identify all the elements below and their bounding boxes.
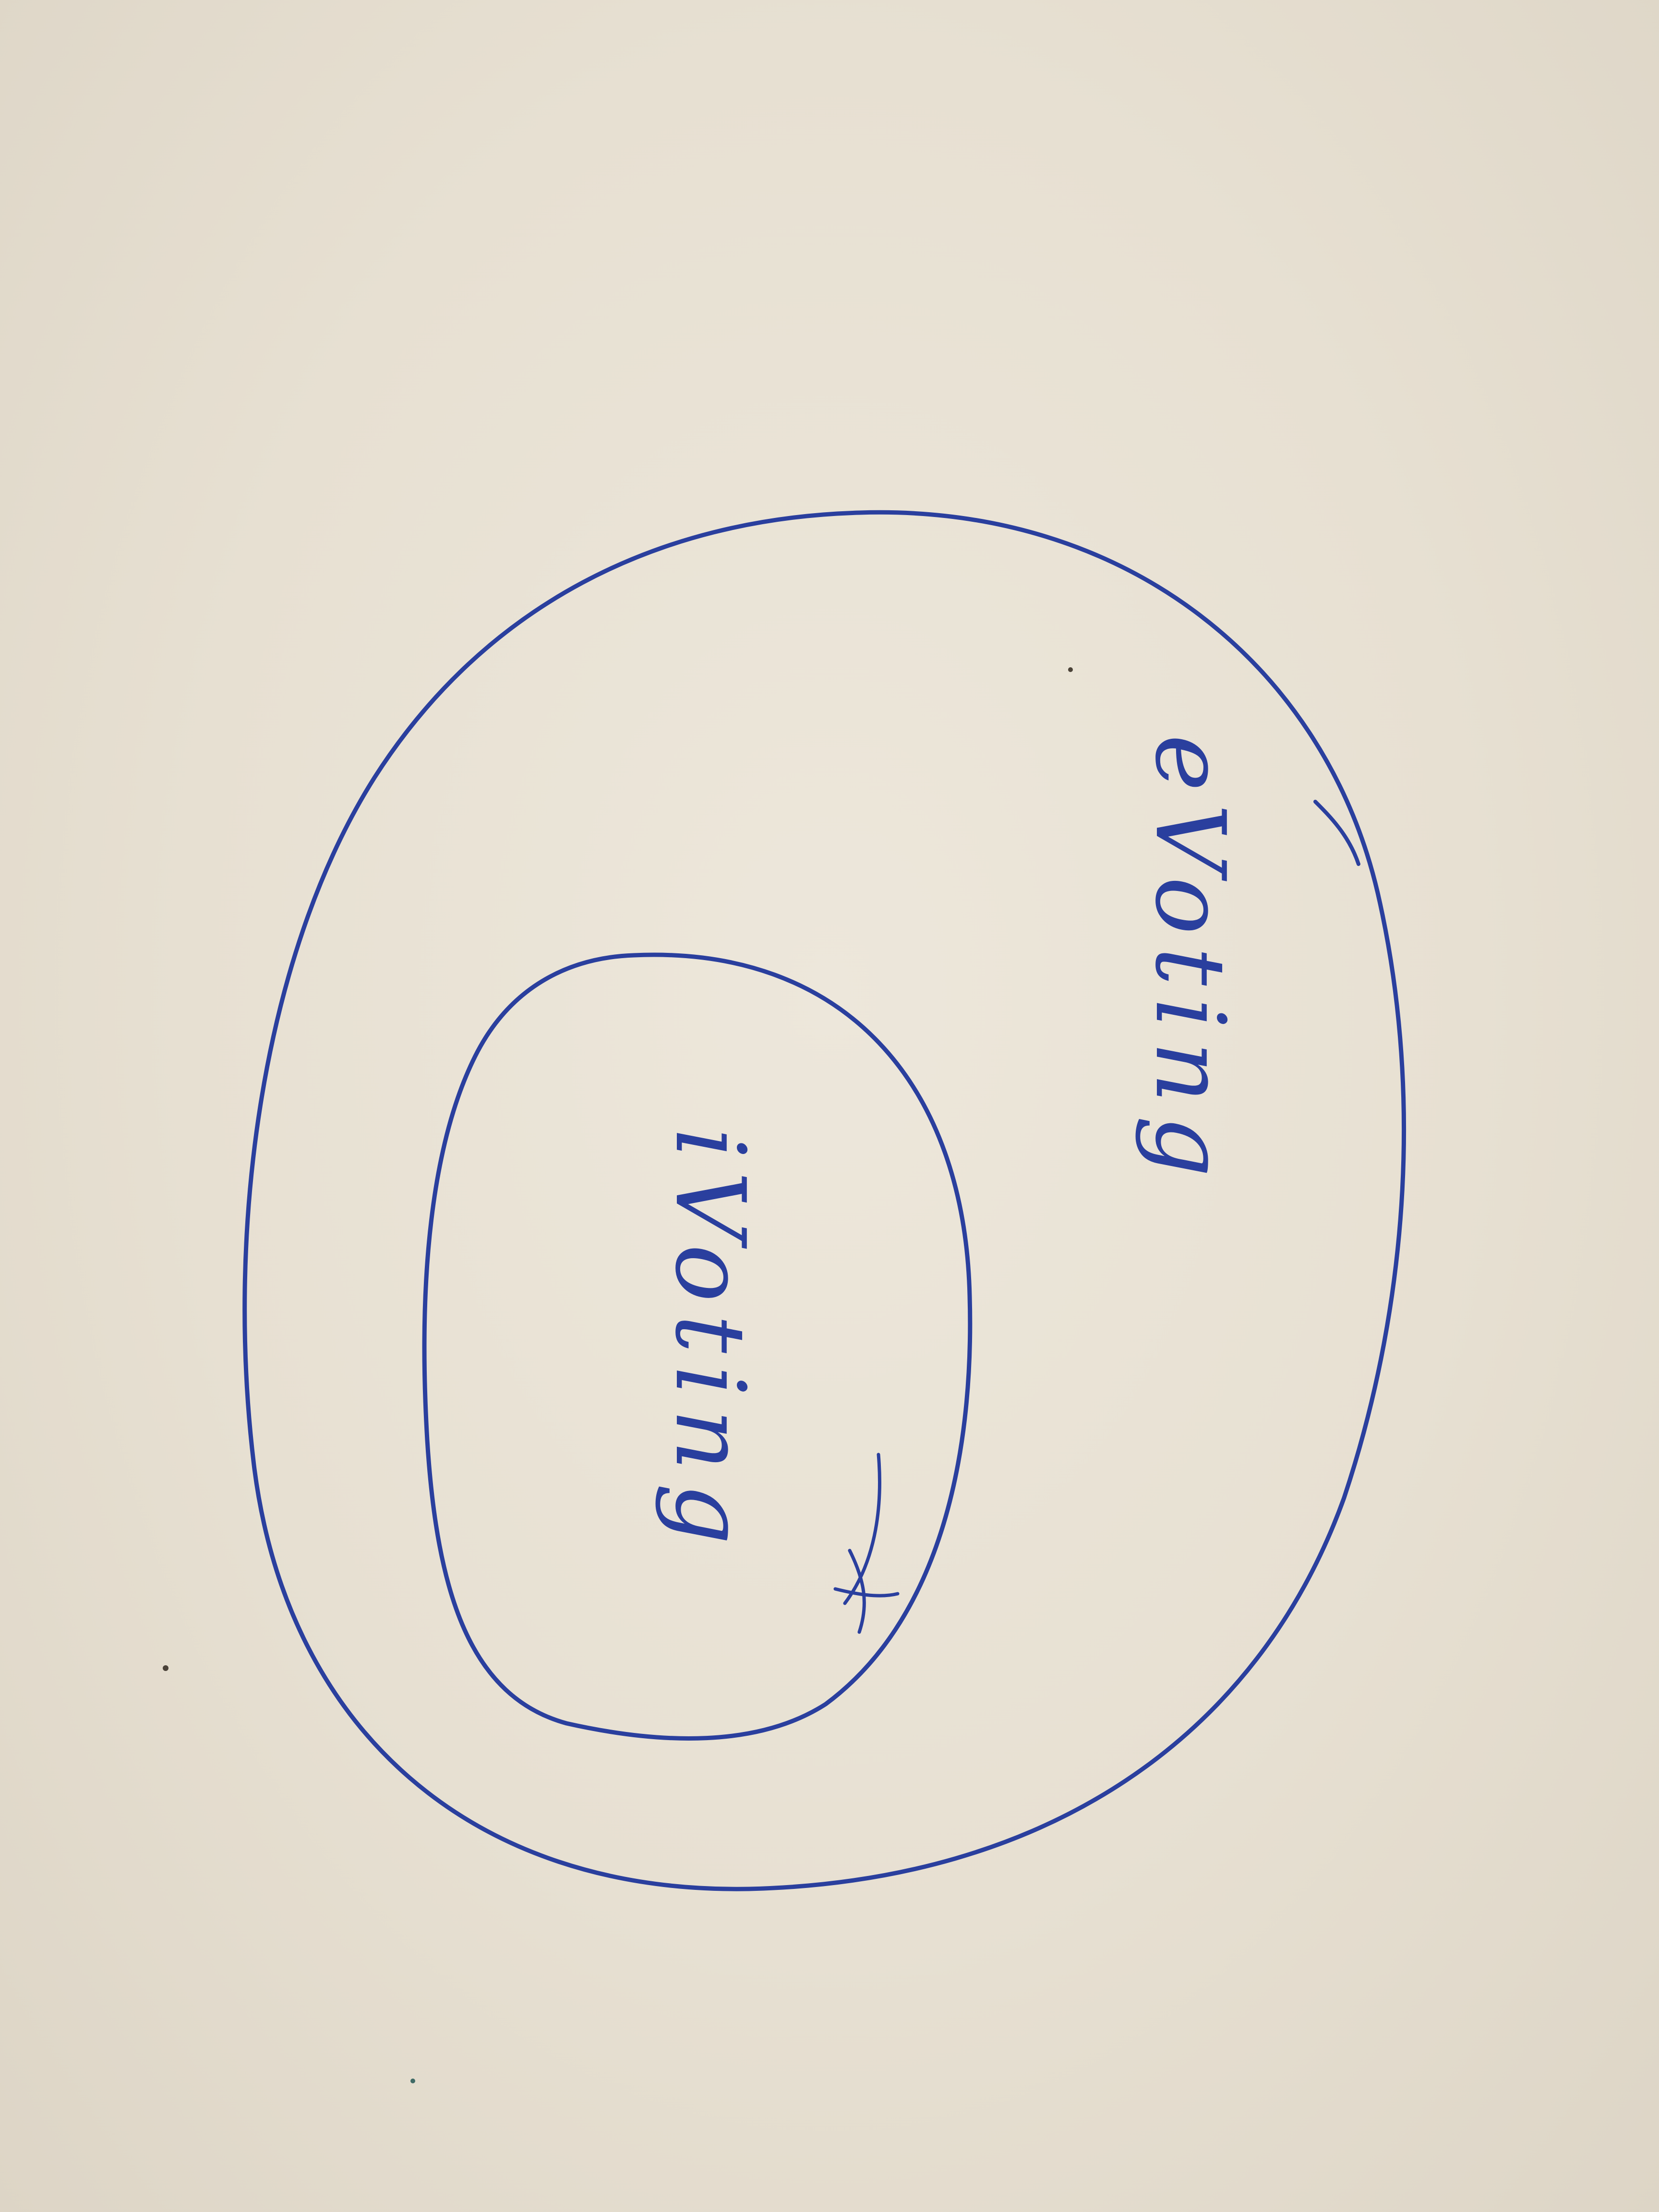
outer-label-group: eVoting [1134,734,1246,1190]
inner-oval-stroke-end [833,1453,900,1634]
outer-oval [242,510,1407,1891]
inner-label: iVoting [654,1128,766,1557]
paper-speck [163,1665,168,1671]
inner-oval [422,952,973,1741]
paper-speck [410,2079,415,2083]
outer-label: eVoting [1134,734,1246,1190]
paper-speck [1068,667,1073,672]
inner-label-group: iVoting [654,1128,766,1557]
outer-oval-stroke-end [1313,800,1360,866]
